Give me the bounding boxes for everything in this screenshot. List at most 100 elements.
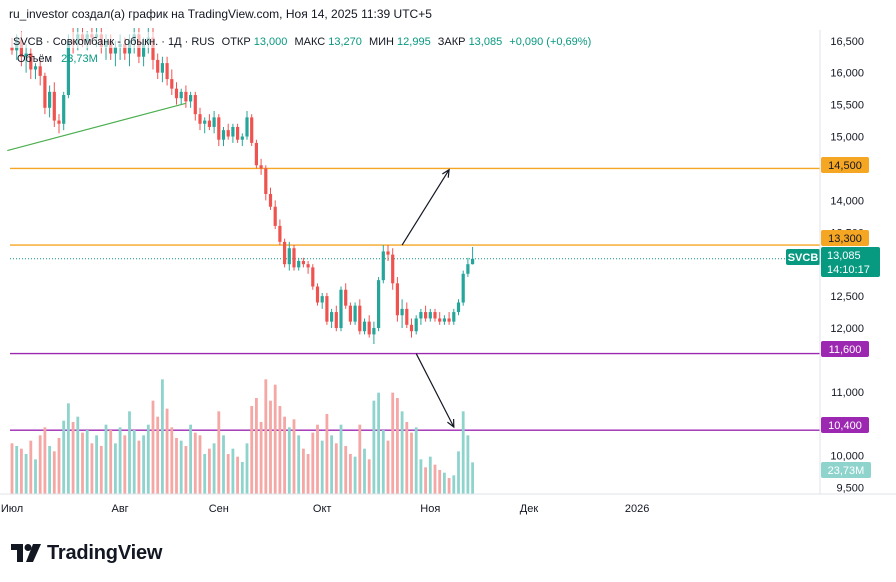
candle[interactable] (301, 257, 305, 268)
candle[interactable] (38, 59, 42, 86)
candle[interactable] (240, 133, 244, 147)
volume-bar (255, 398, 258, 494)
candle[interactable] (452, 308, 456, 325)
candle[interactable] (273, 200, 277, 230)
candle[interactable] (24, 43, 28, 73)
candle[interactable] (344, 283, 348, 309)
candle[interactable] (33, 63, 38, 80)
candle[interactable] (250, 114, 254, 147)
candle[interactable] (315, 283, 320, 306)
candle[interactable] (221, 126, 226, 147)
candle[interactable] (372, 321, 376, 344)
candle[interactable] (405, 302, 409, 329)
arrow-annotation[interactable] (401, 168, 450, 246)
candle[interactable] (419, 308, 423, 325)
arrow-annotation[interactable] (415, 353, 455, 429)
candle[interactable] (428, 308, 432, 322)
volume-bar (156, 416, 160, 494)
candle[interactable] (268, 187, 273, 210)
trend-line[interactable] (7, 102, 187, 152)
candle[interactable] (165, 56, 169, 86)
candle[interactable] (367, 315, 371, 338)
candle[interactable] (198, 107, 202, 131)
candle[interactable] (292, 245, 296, 271)
candle[interactable] (442, 315, 446, 325)
candle[interactable] (353, 302, 357, 325)
candle[interactable] (377, 276, 381, 332)
candle[interactable] (391, 248, 395, 290)
candle[interactable] (287, 241, 291, 271)
candle[interactable] (447, 312, 451, 325)
candle[interactable] (348, 302, 352, 325)
candle[interactable] (339, 286, 343, 332)
candle[interactable] (414, 315, 418, 335)
price-tick-label: 12,500 (830, 291, 864, 303)
candle[interactable] (57, 114, 61, 134)
candle[interactable] (217, 114, 221, 147)
candle-body (438, 318, 442, 322)
candle-body (221, 130, 226, 140)
candle[interactable] (259, 158, 263, 175)
candle[interactable] (297, 257, 301, 271)
candle[interactable] (330, 308, 334, 329)
symbol-tag[interactable] (786, 249, 820, 265)
candle[interactable] (424, 305, 428, 322)
candle[interactable] (48, 85, 52, 118)
volume-tag[interactable] (821, 462, 871, 478)
candle[interactable] (52, 82, 56, 127)
candle[interactable] (320, 292, 324, 309)
candle[interactable] (433, 308, 437, 322)
candle[interactable] (461, 270, 465, 306)
candle[interactable] (174, 82, 179, 105)
candle[interactable] (311, 264, 315, 290)
candle[interactable] (212, 110, 216, 134)
candle[interactable] (160, 56, 164, 83)
candle[interactable] (409, 318, 414, 338)
candle[interactable] (325, 292, 329, 325)
candle[interactable] (283, 238, 287, 268)
candle[interactable] (43, 72, 47, 115)
candle[interactable] (386, 245, 390, 261)
candle[interactable] (226, 123, 230, 140)
candle[interactable] (381, 245, 385, 284)
candle[interactable] (306, 261, 310, 274)
level-tag-10400[interactable] (821, 417, 869, 433)
candle[interactable] (264, 165, 268, 201)
candle[interactable] (334, 305, 338, 332)
candle[interactable] (245, 110, 249, 140)
candle[interactable] (236, 123, 240, 143)
candle[interactable] (156, 53, 160, 80)
candle[interactable] (395, 276, 399, 322)
candle[interactable] (362, 318, 367, 335)
candle[interactable] (254, 139, 258, 169)
candle[interactable] (466, 257, 470, 277)
candle[interactable] (207, 114, 211, 131)
candle-body (358, 305, 362, 332)
candle[interactable] (189, 91, 193, 108)
legend-high-label: МАКС (294, 36, 325, 48)
candle[interactable] (29, 48, 33, 80)
level-tag-11600[interactable] (821, 341, 869, 357)
candle[interactable] (203, 117, 207, 134)
candle[interactable] (184, 85, 188, 108)
candle[interactable] (358, 299, 362, 335)
level-tag-14500[interactable] (821, 157, 869, 173)
candle[interactable] (170, 69, 174, 96)
candle[interactable] (456, 299, 461, 316)
candle-body (29, 53, 33, 70)
level-tag-13300[interactable] (821, 230, 869, 246)
candle[interactable] (471, 246, 475, 265)
last-price-tag[interactable] (821, 247, 880, 277)
candle[interactable] (400, 299, 404, 329)
candle[interactable] (231, 123, 235, 143)
candle[interactable] (193, 91, 197, 121)
candle[interactable] (179, 88, 183, 105)
tradingview-logo[interactable]: TradingView (11, 540, 162, 566)
candle-body (405, 308, 409, 325)
candle[interactable] (278, 219, 282, 246)
volume-bar (179, 440, 183, 494)
candle[interactable] (438, 312, 442, 325)
candle-body (264, 168, 268, 194)
candle[interactable] (62, 91, 66, 131)
